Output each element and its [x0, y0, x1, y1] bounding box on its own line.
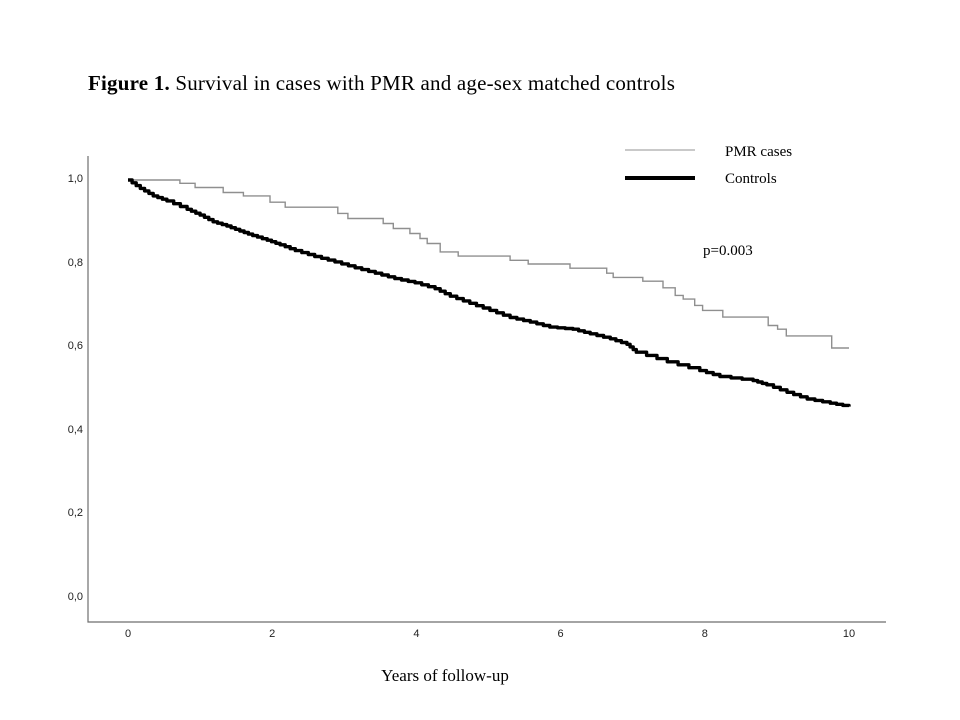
- figure-number: Figure 1.: [88, 71, 170, 95]
- x-tick-label: 6: [557, 628, 564, 640]
- y-tick-label: 1,0: [67, 173, 83, 185]
- y-tick-label: 0,2: [67, 507, 83, 520]
- controls-legend-line: [625, 176, 695, 180]
- pmr-cases-curve: [128, 179, 849, 349]
- x-tick-label: 2: [269, 628, 276, 640]
- y-tick-label: 0,0: [67, 591, 83, 603]
- x-axis-title: Years of follow-up: [381, 666, 509, 685]
- legend-label-controls: Controls: [725, 171, 777, 187]
- pmr-cases-legend-line: [625, 149, 695, 151]
- x-tick-label: 8: [701, 628, 708, 640]
- p-value-annotation: p=0.003: [703, 243, 753, 259]
- controls-curve: [128, 178, 851, 408]
- figure-title: Figure 1. Survival in cases with PMR and…: [88, 71, 675, 96]
- y-tick-label: 0,6: [67, 340, 83, 353]
- legend-label-pmr-cases: PMR cases: [725, 144, 793, 160]
- x-tick-label: 10: [842, 628, 856, 640]
- x-tick-label: 0: [124, 628, 132, 640]
- y-tick-label: 0,4: [67, 423, 83, 436]
- figure-caption: Survival in cases with PMR and age-sex m…: [169, 71, 676, 95]
- x-tick-label: 4: [413, 628, 420, 640]
- axes-lines: [87, 156, 886, 623]
- y-tick-label: 0,8: [67, 256, 83, 269]
